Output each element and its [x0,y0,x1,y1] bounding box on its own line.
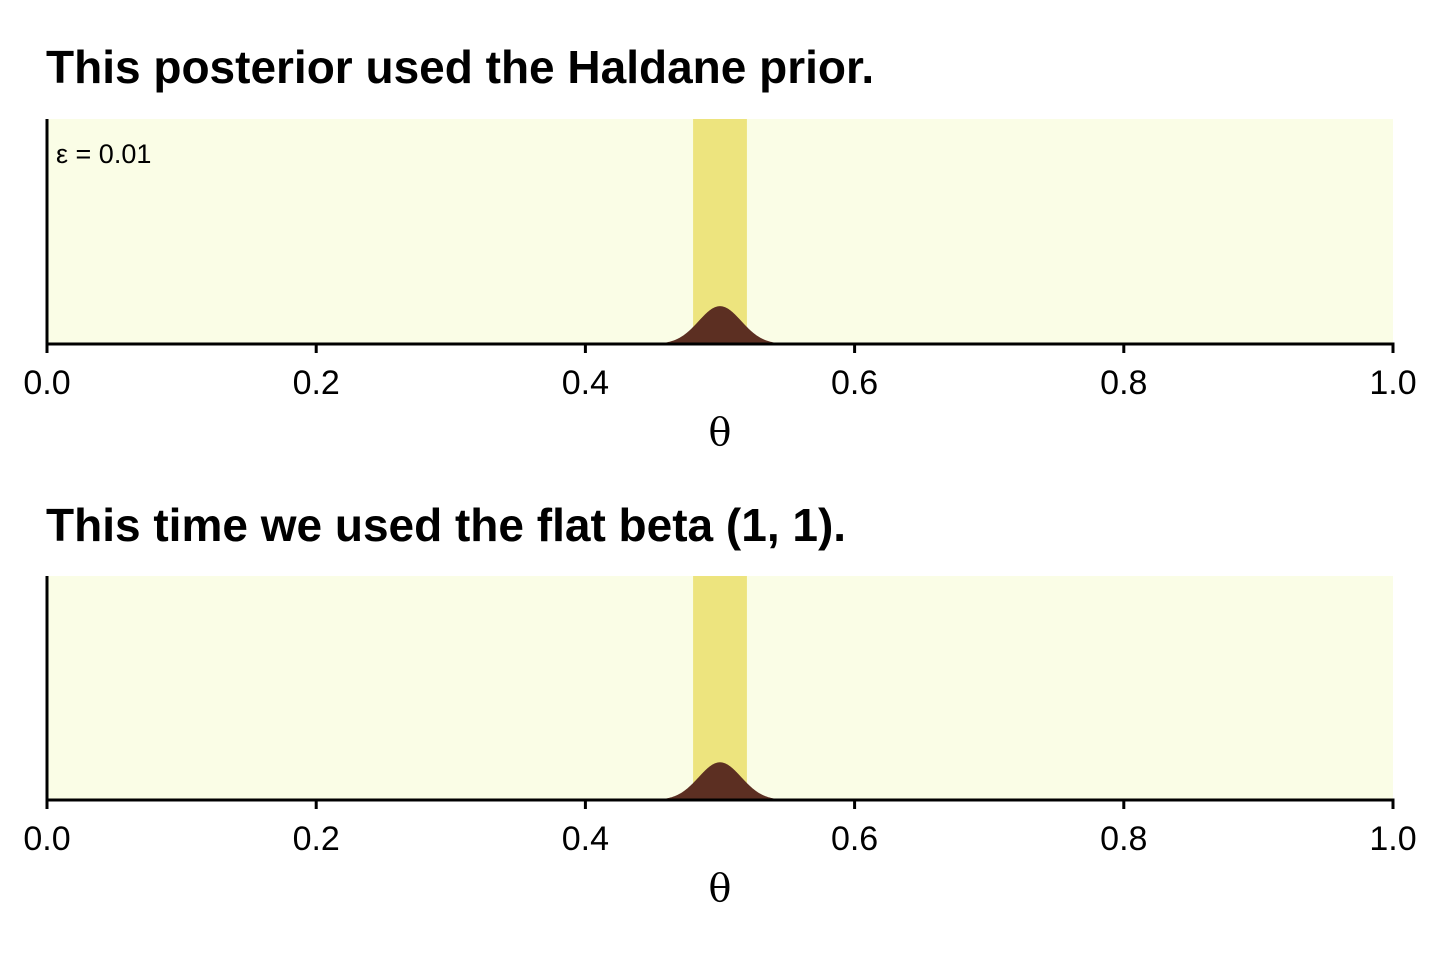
x-tick-label: 0.4 [562,820,609,858]
x-tick-label: 0.0 [23,820,70,858]
posterior-haldane-chart: 0.0 0.2 0.4 0.6 0.8 1.0 θ ε = 0.01 [23,119,1417,454]
posterior-density-area [639,306,801,344]
x-tick-label: 1.0 [1369,364,1416,402]
chart-title: This posterior used the Haldane prior. [46,41,875,93]
epsilon-annotation: ε = 0.01 [56,139,151,169]
chart-title: This time we used the flat beta (1, 1). [46,499,847,551]
x-tick-label: 0.2 [293,364,340,402]
x-tick-label: 0.2 [293,820,340,858]
x-tick-label: 0.6 [831,820,878,858]
x-tick-label: 1.0 [1369,820,1416,858]
x-axis-label: θ [709,410,732,454]
x-axis-label: θ [709,866,732,910]
x-tick-label: 0.0 [23,364,70,402]
posterior-density-area [639,762,801,800]
x-tick-label: 0.8 [1100,820,1147,858]
x-tick-label: 0.6 [831,364,878,402]
x-tick-label: 0.8 [1100,364,1147,402]
x-tick-label: 0.4 [562,364,609,402]
